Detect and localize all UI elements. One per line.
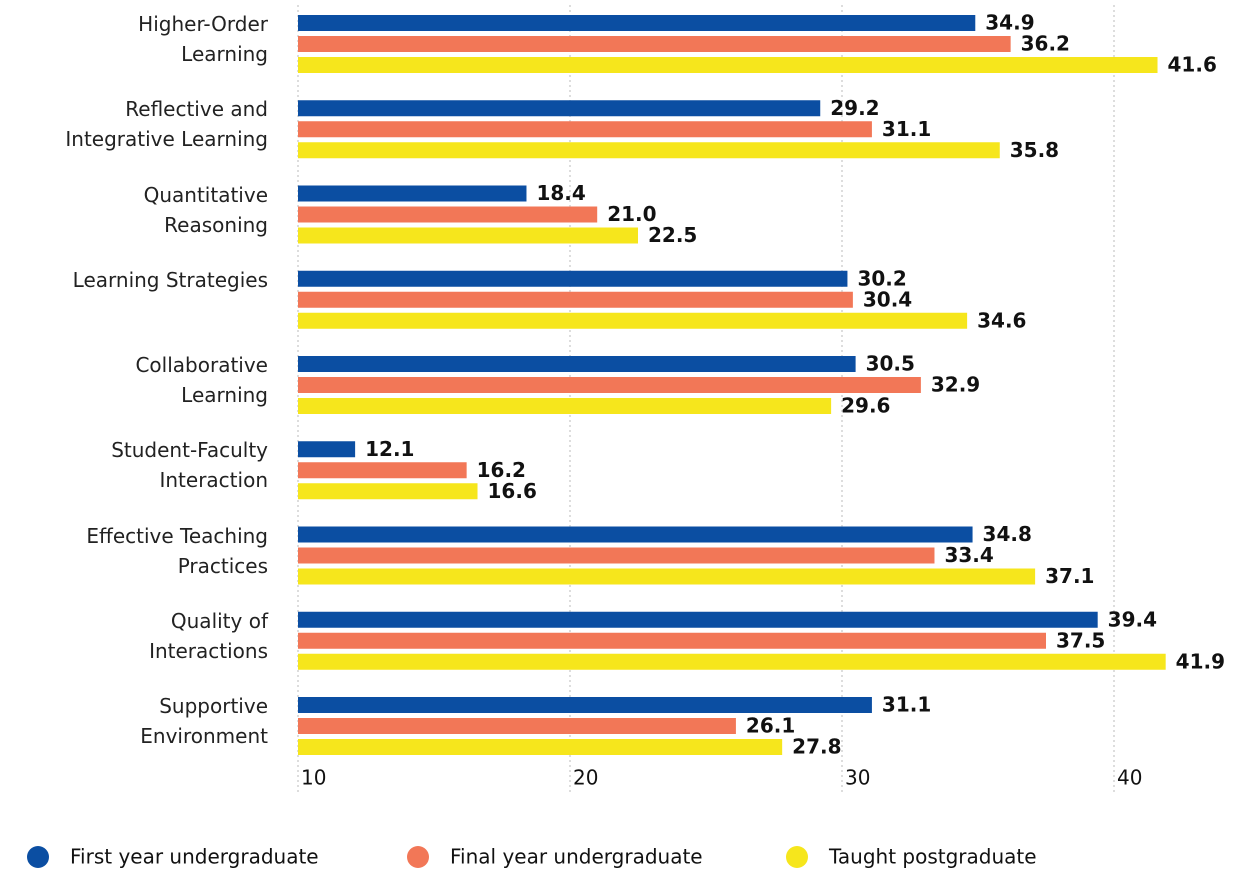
value-label: 12.1 xyxy=(365,437,414,461)
bar xyxy=(298,441,356,458)
value-label: 35.8 xyxy=(1010,138,1059,162)
bar xyxy=(298,462,467,479)
value-label: 30.5 xyxy=(866,352,915,376)
value-label: 16.2 xyxy=(477,458,526,482)
bar xyxy=(298,697,872,713)
value-label: 36.2 xyxy=(1021,32,1070,56)
category-label: Higher-Order Learning xyxy=(138,12,268,66)
value-label: 29.2 xyxy=(830,96,879,120)
category-label: Supportive Environment xyxy=(140,694,268,748)
bar xyxy=(298,100,821,117)
bar xyxy=(298,377,921,393)
value-label: 29.6 xyxy=(841,394,890,418)
bar xyxy=(298,632,1046,649)
bar xyxy=(298,121,872,138)
x-tick-label: 40 xyxy=(1117,766,1142,790)
bar xyxy=(298,36,1011,52)
value-label: 41.9 xyxy=(1176,649,1225,673)
bar xyxy=(298,142,1000,159)
legend-marker xyxy=(27,846,49,868)
value-label: 31.1 xyxy=(882,693,931,717)
value-label: 21.0 xyxy=(607,202,656,226)
bar xyxy=(298,718,736,734)
value-label: 34.6 xyxy=(977,308,1026,332)
value-label: 37.5 xyxy=(1056,628,1105,652)
category-label: Learning Strategies xyxy=(72,267,268,292)
value-label: 39.4 xyxy=(1108,607,1157,631)
bar xyxy=(298,398,832,414)
x-tick-label: 30 xyxy=(845,766,870,790)
value-label: 33.4 xyxy=(944,543,993,567)
legend-label: First year undergraduate xyxy=(70,845,319,869)
category-label: Collaborative Learning xyxy=(135,353,268,407)
bar xyxy=(298,356,856,372)
category-label: Student-Faculty Interaction xyxy=(111,438,268,493)
x-tick-label: 10 xyxy=(301,766,326,790)
value-label: 32.9 xyxy=(931,373,980,397)
value-label: 30.2 xyxy=(857,266,906,290)
bar xyxy=(298,270,848,287)
bar xyxy=(298,227,638,244)
bar xyxy=(298,547,935,564)
legend-label: Final year undergraduate xyxy=(450,845,703,869)
bar xyxy=(298,611,1098,628)
value-label: 16.6 xyxy=(488,479,537,503)
legend-marker xyxy=(786,846,808,868)
value-label: 41.6 xyxy=(1168,53,1217,77)
bar xyxy=(298,483,478,500)
bar xyxy=(298,15,976,31)
bar xyxy=(298,185,527,202)
value-label: 22.5 xyxy=(648,223,697,247)
value-label: 30.4 xyxy=(863,287,912,311)
bar xyxy=(298,206,598,223)
value-label: 37.1 xyxy=(1045,564,1094,588)
bar xyxy=(298,568,1036,585)
value-label: 34.8 xyxy=(983,522,1032,546)
value-label: 34.9 xyxy=(985,11,1034,35)
category-label: Quality of Interactions xyxy=(149,608,268,663)
category-label: Quantitative Reasoning xyxy=(143,182,268,237)
category-label: Effective Teaching Practices xyxy=(86,523,268,578)
value-label: 31.1 xyxy=(882,117,931,141)
bar xyxy=(298,739,783,755)
value-label: 27.8 xyxy=(792,735,841,759)
legend-marker xyxy=(407,846,429,868)
legend-label: Taught postgraduate xyxy=(828,845,1037,869)
bar xyxy=(298,57,1158,73)
bar xyxy=(298,653,1166,670)
x-tick-label: 20 xyxy=(573,766,598,790)
bar xyxy=(298,526,973,543)
bar xyxy=(298,291,853,308)
value-label: 18.4 xyxy=(536,181,585,205)
category-label: Reflective and Integrative Learning xyxy=(65,97,268,152)
value-label: 26.1 xyxy=(746,714,795,738)
bar xyxy=(298,312,968,329)
